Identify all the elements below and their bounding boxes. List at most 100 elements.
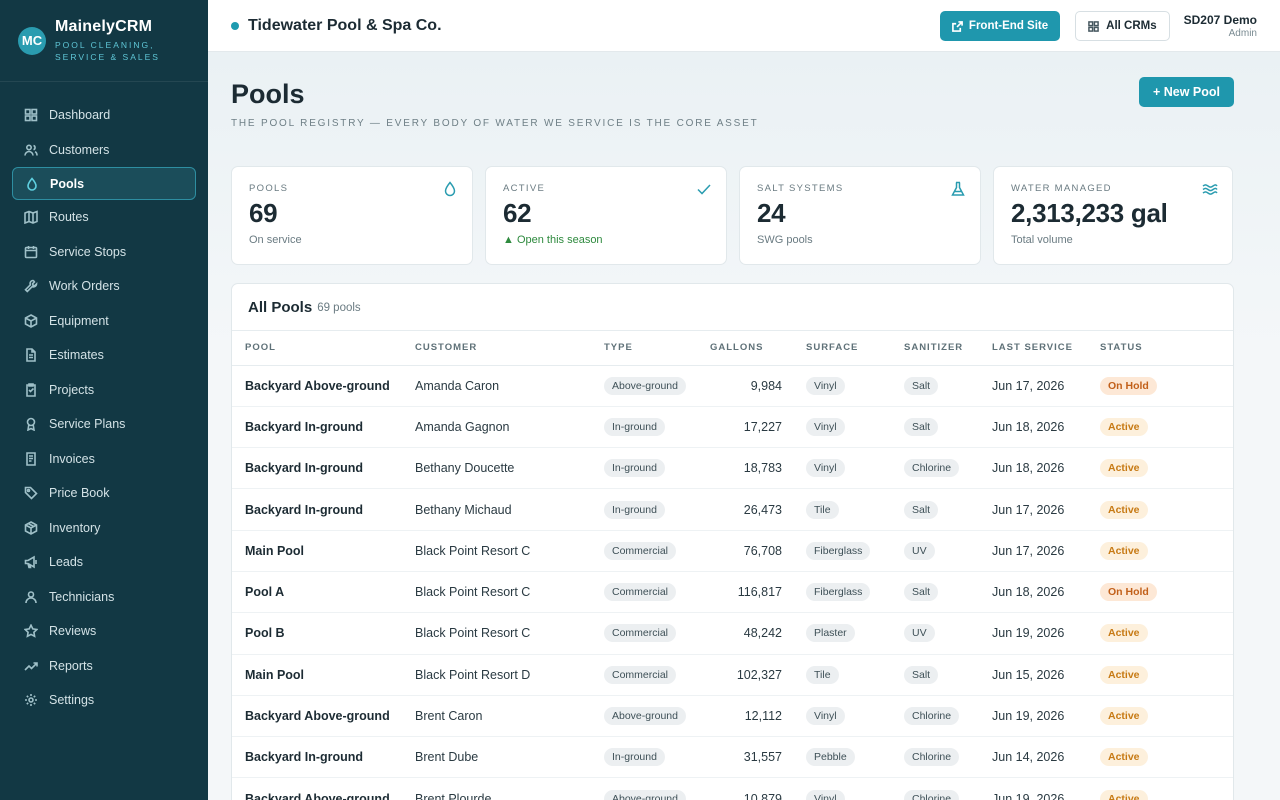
stat-label: Salt Systems [757, 183, 844, 194]
last-service-cell: Jun 19, 2026 [992, 612, 1100, 655]
table-row[interactable]: Backyard In-ground Brent Dube In-ground 31,… [232, 736, 1233, 779]
column-header-pool[interactable]: Pool [232, 331, 415, 366]
sidebar-item-pools[interactable]: Pools [12, 167, 196, 200]
surface-badge: Tile [806, 500, 839, 519]
surface-cell: Tile [806, 488, 904, 531]
gallons-cell: 18,783 [710, 447, 806, 490]
sidebar-item-price-book[interactable]: Price Book [0, 476, 208, 511]
gallons-cell: 26,473 [710, 488, 806, 531]
sidebar-item-label: Pools [50, 176, 85, 191]
stat-value: 24 [757, 198, 786, 228]
last-service-cell: Jun 17, 2026 [992, 365, 1100, 407]
sanitizer-cell: Salt [904, 654, 992, 696]
surface-cell: Plaster [806, 612, 904, 655]
page-subtitle: The pool registry — every body of water … [231, 118, 759, 129]
front-end-site-button[interactable]: Front-End Site [939, 11, 1061, 41]
sanitizer-badge: Chlorine [904, 459, 960, 478]
column-header-sanitizer[interactable]: Sanitizer [904, 331, 992, 366]
surface-badge: Vinyl [806, 376, 845, 395]
table-row[interactable]: Backyard In-ground Bethany Doucette In-gro… [232, 447, 1233, 490]
column-header-gallons[interactable]: Gallons [710, 331, 806, 366]
sidebar-item-estimates[interactable]: Estimates [0, 338, 208, 373]
type-cell: Commercial [604, 654, 710, 696]
sanitizer-cell: Chlorine [904, 447, 992, 490]
new-pool-button[interactable]: + New Pool [1138, 77, 1234, 107]
table-row[interactable]: Backyard Above-ground Brent Caron Above-gr… [232, 695, 1233, 738]
table-row[interactable]: Pool A Black Point Resort C Commercial 116,… [232, 571, 1233, 614]
pool-name-cell: Pool A [232, 571, 415, 614]
type-cell: Commercial [604, 571, 710, 614]
sidebar-item-technicians[interactable]: Technicians [0, 580, 208, 615]
sidebar-item-equipment[interactable]: Equipment [0, 304, 208, 339]
user-menu[interactable]: SD207 Demo Admin [1184, 13, 1257, 39]
column-header-status[interactable]: Status [1100, 331, 1233, 366]
front-end-site-label: Front-End Site [968, 20, 1049, 32]
sidebar-item-routes[interactable]: Routes [0, 200, 208, 235]
table-row[interactable]: Backyard In-ground Bethany Michaud In-grou… [232, 488, 1233, 531]
sidebar-item-customers[interactable]: Customers [0, 133, 208, 168]
table-row[interactable]: Main Pool Black Point Resort C Commercial 7… [232, 530, 1233, 572]
brand[interactable]: MC MainelyCRM Pool Cleaning, Service & S… [0, 0, 208, 82]
column-header-customer[interactable]: Customer [415, 331, 604, 366]
sidebar-item-leads[interactable]: Leads [0, 545, 208, 580]
sidebar-item-inventory[interactable]: Inventory [0, 511, 208, 546]
stat-label: Water Managed [1011, 183, 1112, 194]
surface-badge: Vinyl [806, 459, 845, 478]
status-cell: Active [1100, 406, 1233, 449]
sidebar-item-projects[interactable]: Projects [0, 373, 208, 408]
droplet-icon [25, 176, 39, 191]
type-cell: In-ground [604, 488, 710, 531]
gear-icon [24, 693, 38, 707]
sanitizer-cell: Salt [904, 406, 992, 449]
customer-cell: Brent Dube [415, 736, 604, 779]
user-name: SD207 Demo [1183, 13, 1257, 27]
sidebar-item-reports[interactable]: Reports [0, 649, 208, 684]
column-header-surface[interactable]: Surface [806, 331, 904, 366]
status-badge: Active [1100, 417, 1148, 436]
last-service-cell: Jun 17, 2026 [992, 488, 1100, 531]
table-body: Backyard Above-ground Amanda Caron Above-g… [232, 365, 1233, 800]
table-row[interactable]: Backyard Above-ground Amanda Caron Above-g… [232, 365, 1233, 407]
surface-badge: Vinyl [806, 707, 845, 726]
customer-cell: Amanda Caron [415, 365, 604, 407]
type-badge: Above-ground [604, 376, 686, 395]
status-cell: Active [1100, 736, 1233, 779]
sidebar-item-label: Routes [49, 210, 89, 225]
status-badge: Active [1100, 624, 1148, 643]
type-cell: In-ground [604, 447, 710, 490]
column-header-type[interactable]: Type [604, 331, 710, 366]
sidebar-item-dashboard[interactable]: Dashboard [0, 98, 208, 133]
stat-note: Total volume [1011, 234, 1073, 246]
sidebar-item-service-plans[interactable]: Service Plans [0, 407, 208, 442]
customer-cell: Black Point Resort D [415, 654, 604, 696]
sidebar-item-reviews[interactable]: Reviews [0, 614, 208, 649]
company-name: Tidewater Pool & Spa Co. [248, 16, 442, 34]
sanitizer-badge: Salt [904, 417, 939, 436]
tag-icon [24, 486, 38, 500]
sanitizer-badge: UV [904, 541, 935, 560]
table-row[interactable]: Backyard In-ground Amanda Gagnon In-ground… [232, 406, 1233, 449]
table-row[interactable]: Pool B Black Point Resort C Commercial 48,2… [232, 612, 1233, 655]
all-crms-button[interactable]: All CRMs [1075, 11, 1170, 41]
type-cell: Above-ground [604, 365, 710, 407]
table-row[interactable]: Backyard Above-ground Brent Plourde Above-… [232, 777, 1233, 800]
sidebar-item-work-orders[interactable]: Work Orders [0, 269, 208, 304]
surface-cell: Tile [806, 654, 904, 696]
package-icon [24, 520, 38, 535]
sanitizer-cell: Chlorine [904, 777, 992, 800]
sidebar-item-settings[interactable]: Settings [0, 683, 208, 718]
status-badge: Active [1100, 665, 1148, 684]
sidebar-item-label: Service Plans [49, 417, 126, 432]
type-badge: Commercial [604, 624, 677, 643]
clipboard-icon [24, 382, 38, 397]
stat-note: On service [249, 234, 302, 246]
gallons-cell: 9,984 [710, 365, 806, 407]
sidebar-item-label: Estimates [49, 348, 104, 363]
sidebar-item-invoices[interactable]: Invoices [0, 442, 208, 477]
stat-note: SWG pools [757, 234, 813, 246]
table-row[interactable]: Main Pool Black Point Resort D Commercial 1… [232, 654, 1233, 696]
sidebar-item-service-stops[interactable]: Service Stops [0, 235, 208, 270]
column-header-last-service[interactable]: Last Service [992, 331, 1100, 366]
sanitizer-cell: UV [904, 612, 992, 655]
page-title: Pools [231, 79, 305, 109]
